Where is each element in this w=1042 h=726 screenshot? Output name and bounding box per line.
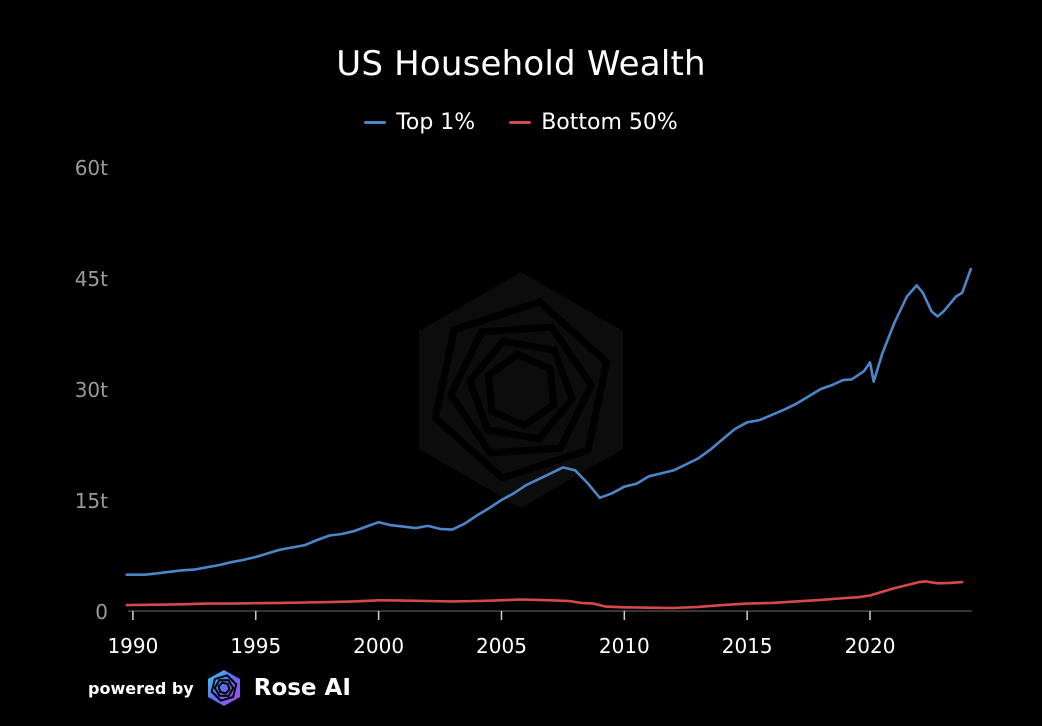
legend-label-bottom-50: Bottom 50% [541, 110, 678, 135]
x-tick-label: 1995 [230, 634, 281, 658]
x-tick-label: 2000 [353, 634, 404, 658]
y-tick-label: 60t [75, 156, 108, 180]
legend: Top 1% Bottom 50% [0, 110, 1042, 135]
x-tick-label: 1990 [107, 634, 158, 658]
rose-ai-logo-icon [419, 272, 623, 508]
x-tick-label: 2020 [845, 634, 896, 658]
x-tick-label: 2010 [599, 634, 650, 658]
legend-swatch-bottom-50 [509, 121, 532, 124]
branding: powered by Rose AI [88, 668, 351, 708]
powered-by-label: powered by [88, 678, 194, 698]
legend-label-top-1: Top 1% [396, 110, 476, 135]
y-tick-label: 15t [75, 489, 108, 513]
brand-name: Rose AI [253, 675, 351, 701]
rose-ai-logo-icon [207, 670, 240, 706]
legend-item-bottom-50[interactable]: Bottom 50% [509, 110, 678, 135]
series-layer [125, 267, 973, 610]
x-tick-label: 2005 [476, 634, 527, 658]
axes: 0 15t 30t 45t 60t 1990 1995 2000 2005 2010 2015 202… [75, 156, 972, 658]
chart-title: US Household Wealth [336, 44, 706, 84]
y-tick-label: 45t [75, 267, 108, 291]
legend-swatch-top-1 [364, 121, 387, 124]
x-tick-label: 2015 [722, 634, 773, 658]
y-tick-label: 0 [95, 600, 108, 624]
y-tick-label: 30t [75, 378, 108, 402]
series-line-bottom-50[interactable] [125, 580, 964, 610]
series-line-top-1[interactable] [125, 267, 973, 576]
legend-item-top-1[interactable]: Top 1% [364, 110, 475, 135]
